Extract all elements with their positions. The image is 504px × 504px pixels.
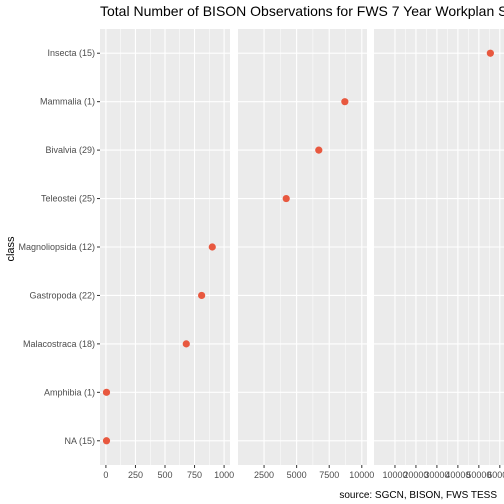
data-point	[102, 437, 111, 445]
category-labels: Insecta (15) Mammalia (1) Bivalvia (29) Tel…	[18, 48, 100, 446]
category-label: Amphibia (1)	[44, 387, 95, 397]
x-tick-label: 20000	[403, 470, 428, 480]
category-label: Malacostraca (18)	[23, 339, 95, 349]
x-tick-label: 1000	[214, 470, 234, 480]
x-tick-label: 5000	[287, 470, 307, 480]
category-label: Magnoliopsida (12)	[18, 242, 95, 252]
panel-1: 0 250 500 750 1000	[100, 29, 234, 480]
chart-title: Total Number of BISON Observations for F…	[100, 3, 504, 19]
x-tick-label: 60000	[487, 470, 504, 480]
x-tick-label: 500	[157, 470, 172, 480]
category-label: Bivalvia (29)	[45, 145, 95, 155]
category-label: Mammalia (1)	[40, 97, 95, 107]
panel-2: 2500 5000 7500 10000	[238, 29, 374, 480]
x-tick-label: 750	[187, 470, 202, 480]
data-point	[102, 388, 111, 396]
data-point	[208, 243, 216, 251]
data-point	[315, 146, 323, 154]
x-tick-label: 10000	[349, 470, 374, 480]
x-tick-label: 250	[128, 470, 143, 480]
data-point	[282, 194, 290, 203]
chart-caption: source: SGCN, BISON, FWS TESS	[339, 490, 497, 501]
category-label: NA (15)	[64, 436, 95, 446]
data-point	[182, 340, 190, 348]
category-label: Gastropoda (22)	[29, 290, 95, 300]
x-tick-label: 30000	[424, 470, 449, 480]
x-tick-label: 50000	[466, 470, 491, 480]
x-tick-label: 40000	[445, 470, 470, 480]
chart-panels: 0 250 500 750 1000 2500 5000 7500 10000 100002000…	[100, 29, 504, 480]
x-tick-label: 10000	[382, 470, 407, 480]
y-axis-title: class	[5, 236, 17, 262]
category-label: Teleostei (25)	[41, 194, 95, 204]
category-label: Insecta (15)	[47, 48, 95, 58]
data-point	[341, 98, 349, 106]
data-point	[198, 291, 206, 300]
panel-3: 100002000030000400005000060000	[374, 29, 504, 480]
x-tick-label: 7500	[319, 470, 339, 480]
data-point	[486, 49, 494, 57]
x-tick-label: 0	[103, 470, 108, 480]
x-tick-label: 2500	[254, 470, 274, 480]
